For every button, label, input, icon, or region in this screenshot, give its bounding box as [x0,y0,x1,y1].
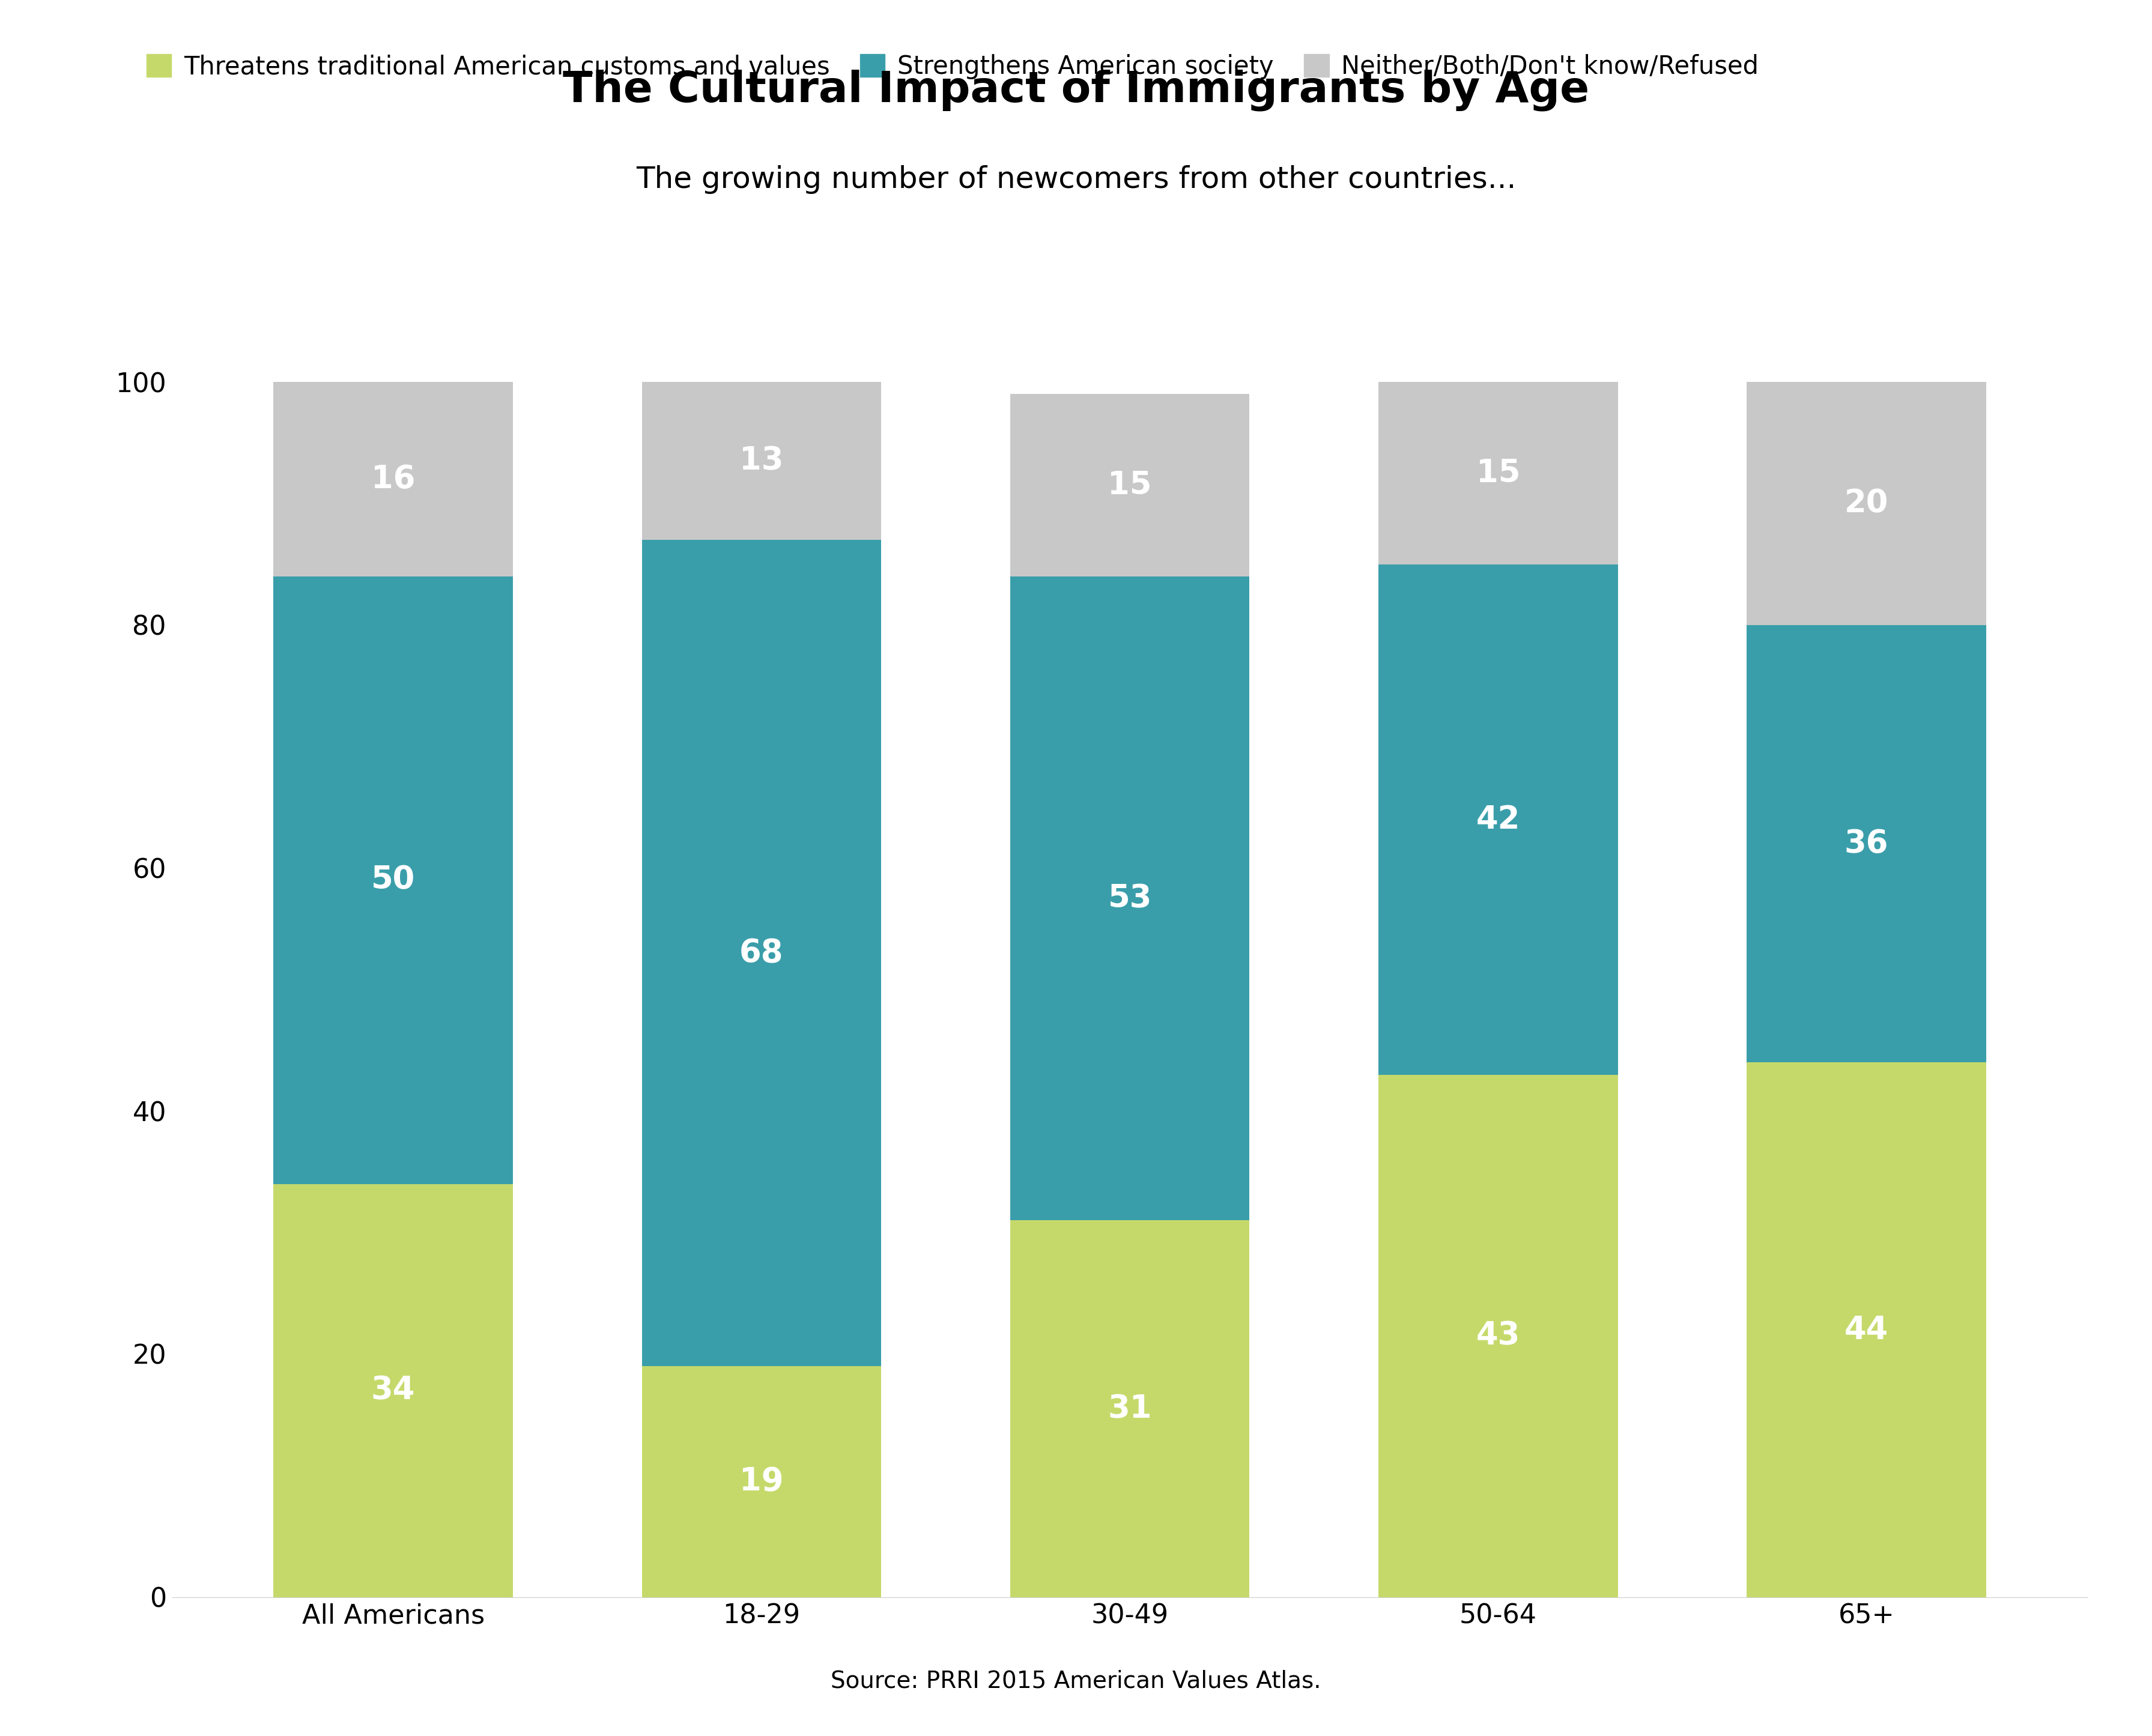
Bar [1747,1062,1986,1597]
Text: 68: 68 [740,937,783,969]
Text: 16: 16 [370,464,415,495]
Bar [641,540,880,1366]
Text: 53: 53 [1108,884,1151,913]
Bar [273,576,512,1184]
Bar [1009,576,1250,1220]
Text: The growing number of newcomers from other countries...: The growing number of newcomers from oth… [637,165,1515,194]
Text: 36: 36 [1844,828,1889,859]
Bar [1747,625,1986,1062]
Bar [1747,382,1986,625]
Bar [1009,1220,1250,1597]
Text: The Cultural Impact of Immigrants by Age: The Cultural Impact of Immigrants by Age [562,69,1590,111]
Bar [1379,382,1618,564]
Bar [641,1366,880,1597]
Text: 34: 34 [370,1375,415,1406]
Text: 43: 43 [1476,1321,1519,1351]
Legend: Threatens traditional American customs and values, Strengthens American society,: Threatens traditional American customs a… [146,54,1758,80]
Text: 31: 31 [1108,1394,1151,1424]
Text: 42: 42 [1476,804,1519,835]
Bar [273,382,512,576]
Text: 15: 15 [1476,458,1519,488]
Bar [1379,564,1618,1075]
Text: 44: 44 [1844,1314,1889,1345]
Text: 50: 50 [370,865,415,896]
Text: 19: 19 [740,1467,783,1496]
Bar [1009,394,1250,576]
Text: 15: 15 [1108,470,1151,500]
Text: 13: 13 [740,446,783,476]
Bar [273,1184,512,1597]
Text: 20: 20 [1844,488,1889,519]
Bar [641,382,880,540]
Bar [1379,1075,1618,1597]
Text: Source: PRRI 2015 American Values Atlas.: Source: PRRI 2015 American Values Atlas. [831,1670,1321,1693]
